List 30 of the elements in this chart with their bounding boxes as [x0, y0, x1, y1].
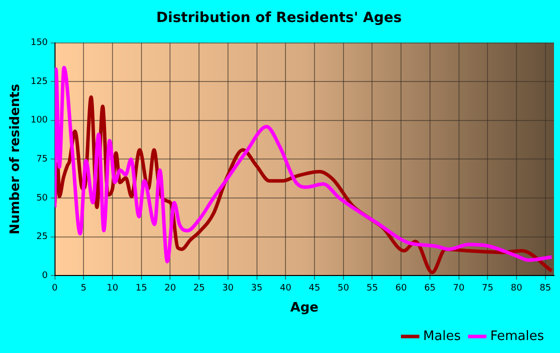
x-tick-label: 85 — [540, 283, 552, 294]
x-tick-label: 10 — [106, 283, 118, 294]
y-tick-label: 0 — [42, 270, 48, 281]
y-tick-label: 75 — [36, 154, 48, 165]
x-tick-label: 35 — [251, 283, 262, 294]
y-tick-label: 100 — [30, 116, 48, 126]
x-tick-label: 70 — [453, 283, 465, 294]
y-tick-label: 150 — [30, 38, 48, 48]
x-tick-label: 15 — [136, 283, 148, 294]
x-tick-label: 0 — [52, 283, 58, 294]
x-tick-label: 65 — [424, 283, 436, 294]
x-tick-label: 45 — [308, 283, 320, 294]
x-tick-label: 5 — [80, 283, 86, 294]
x-tick-label: 40 — [280, 283, 292, 294]
x-tick-label: 25 — [193, 283, 205, 294]
y-tick-label: 125 — [30, 76, 48, 87]
x-tick-label: 55 — [366, 283, 378, 294]
x-axis-title: Age — [290, 300, 319, 316]
legend-label: Females — [490, 328, 544, 344]
y-tick-label: 25 — [36, 232, 48, 242]
legend-label: Males — [423, 328, 461, 344]
x-tick-label: 20 — [164, 283, 176, 294]
x-tick-label: 50 — [338, 283, 350, 294]
chart-title: Distribution of Residents' Ages — [156, 10, 402, 26]
y-axis-title: Number of residents — [8, 84, 24, 235]
x-tick-label: 60 — [395, 283, 408, 294]
x-tick-label: 80 — [510, 283, 522, 294]
x-tick-label: 30 — [222, 283, 234, 294]
x-tick-label: 75 — [482, 283, 494, 294]
y-tick-label: 50 — [36, 193, 48, 204]
